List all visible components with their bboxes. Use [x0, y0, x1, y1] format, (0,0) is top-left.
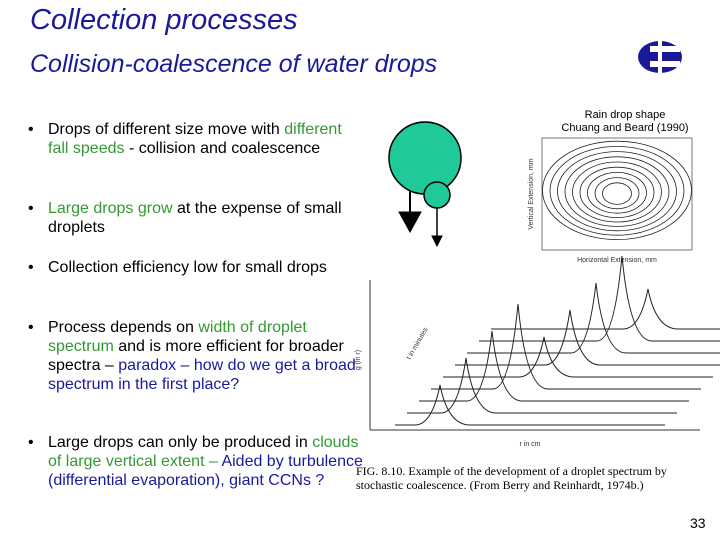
bullet-text: paradox – how do we get a broad spectrum… — [48, 357, 356, 393]
logo-gap — [658, 40, 662, 74]
drop-outline — [602, 182, 632, 205]
bullet-text: Large drops can only be produced in — [48, 434, 313, 451]
spectrum-figure: r in cm g (ln r) t in minutes — [355, 255, 720, 448]
spectrum-curve — [419, 330, 689, 402]
bullet-text: clouds of large vertical extent – — [48, 434, 359, 470]
bullet-text: different fall speeds — [48, 121, 342, 157]
spectrum-curve — [443, 336, 713, 378]
drop-outline — [549, 145, 685, 236]
drop-outline — [557, 151, 677, 232]
arrow-head — [431, 235, 443, 248]
spectrum-curve — [431, 303, 701, 390]
large-drop — [388, 121, 462, 195]
bullet-text: Drops of different size move with — [48, 121, 285, 138]
logo — [638, 40, 682, 74]
subtitle: Collision-coalescence of water drops — [30, 50, 438, 78]
page-number: 33 — [690, 515, 706, 531]
drop-outline — [594, 177, 640, 210]
bullet-text: Aided by turbulence (differential evapor… — [48, 453, 363, 489]
bullet-text: - collision and coalescence — [124, 140, 321, 157]
spectrum-curve — [491, 288, 720, 330]
raindrop-figure: Horizontal Extension, mm Vertical Extens… — [528, 137, 693, 264]
small-drop — [423, 181, 451, 209]
x-axis-label: Horizontal Extension, mm — [577, 257, 657, 264]
spectrum-curve — [407, 357, 677, 414]
bullet: Large drops grow at the expense of small… — [28, 199, 366, 237]
spectrum-curve — [455, 309, 720, 366]
y-axis-label: Vertical Extension, mm — [528, 158, 535, 229]
drop-outline — [564, 156, 670, 227]
falling-drops — [388, 121, 462, 248]
time-label: t in minutes — [406, 326, 430, 361]
arrow-head — [398, 211, 422, 234]
drop-outline — [542, 140, 692, 240]
bullet: Process depends on width of droplet spec… — [28, 318, 366, 394]
bullet-text: at the expense of small droplets — [48, 200, 342, 236]
drop-outline — [572, 161, 662, 223]
logo-gap — [650, 46, 680, 52]
spectrum-curve — [395, 384, 665, 426]
x-axis-label: r in cm — [520, 441, 541, 448]
logo-gap — [650, 61, 680, 67]
title: Collection processes — [30, 4, 298, 36]
bullet: Large drops can only be produced in clou… — [28, 433, 366, 490]
bullet-text: width of droplet spectrum — [48, 319, 307, 355]
bullet: Collection efficiency low for small drop… — [28, 258, 366, 277]
bullet-text: Large drops grow — [48, 200, 173, 217]
drop-outline — [587, 172, 647, 214]
bullet-text: and is more efficient for broader spectr… — [48, 338, 344, 374]
plot-frame — [541, 137, 693, 251]
drop-outline — [579, 166, 655, 218]
spectrum-curve — [467, 282, 720, 354]
figure-caption: Chuang and Beard (1990) — [561, 122, 689, 134]
bullet-text: Collection efficiency low for small drop… — [48, 259, 327, 276]
bullet-text: Process depends on — [48, 319, 199, 336]
spectrum-curve — [479, 255, 720, 342]
bullet: Drops of different size move with differ… — [28, 120, 366, 158]
figure-caption: FIG. 8.10. Example of the development of… — [356, 464, 667, 492]
figure-caption: Rain drop shape — [584, 109, 666, 121]
